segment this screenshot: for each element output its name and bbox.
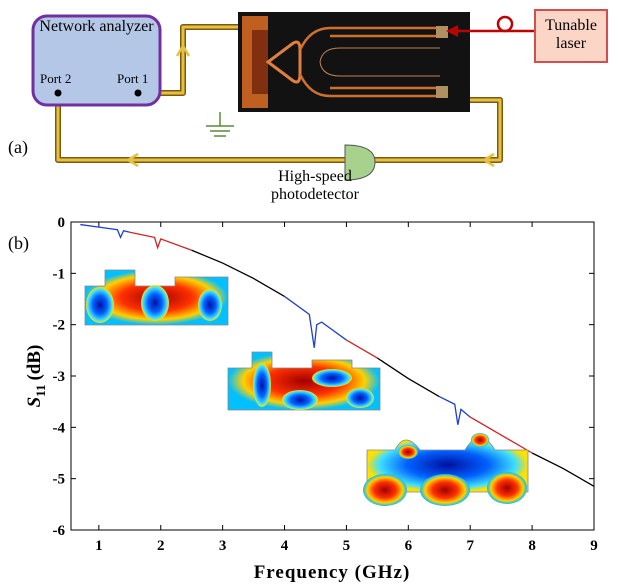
data-line [284, 295, 347, 348]
panel-label: (b) [8, 233, 29, 254]
y-tick-label: -4 [53, 420, 66, 436]
port-label: Port 1 [117, 71, 149, 86]
y-tick-label: -1 [53, 266, 66, 282]
x-tick-label: 9 [590, 538, 598, 554]
y-tick-label: -2 [53, 318, 66, 334]
y-tick-label: 0 [58, 215, 66, 231]
y-tick-label: -6 [53, 523, 66, 539]
x-tick-label: 5 [343, 538, 351, 554]
data-line [80, 223, 130, 240]
laser-box [534, 9, 608, 63]
x-tick-label: 7 [466, 538, 474, 554]
insets [84, 269, 529, 506]
port-dot [134, 89, 142, 97]
x-tick-label: 4 [281, 538, 289, 554]
ground-symbol [206, 112, 234, 137]
y-axis-label: S11 (dB) [24, 345, 48, 408]
data-line [129, 231, 192, 251]
x-tick-label: 6 [405, 538, 413, 554]
data-line [346, 339, 378, 359]
port-dot [54, 89, 62, 97]
detector-label: High-speed photodetector [271, 168, 359, 203]
y-tick-label: -5 [53, 472, 66, 488]
photodetector [344, 144, 376, 181]
y-label-subscript: 11 [33, 385, 48, 397]
x-tick-label: 8 [528, 538, 536, 554]
port-label: Port 2 [40, 71, 72, 86]
laser-label: Tunable laser [545, 17, 597, 52]
y-tick-label: -3 [53, 369, 66, 385]
laser-fiber [446, 15, 535, 37]
data-line [438, 395, 471, 425]
data-line [191, 249, 285, 297]
y-label-symbol: S [24, 397, 45, 408]
network-analyzer-box [31, 14, 162, 107]
plot: 1 2 3 4 5 6 7 8 9 0 -1 -2 -3 -4 -5 -6 [53, 215, 598, 554]
x-axis-label: Frequency (GHz) [254, 562, 411, 583]
data-line [469, 416, 533, 454]
x-tick-label: 1 [95, 538, 103, 554]
network-analyzer-label: Network analyzer [39, 18, 154, 35]
panel-label: (a) [8, 137, 28, 158]
x-tick-label: 2 [157, 538, 165, 554]
chip-electrodes [242, 16, 448, 108]
data-line [531, 452, 595, 487]
data-line [377, 357, 440, 398]
y-label-unit: (dB) [24, 345, 45, 381]
x-tick-label: 3 [219, 538, 227, 554]
